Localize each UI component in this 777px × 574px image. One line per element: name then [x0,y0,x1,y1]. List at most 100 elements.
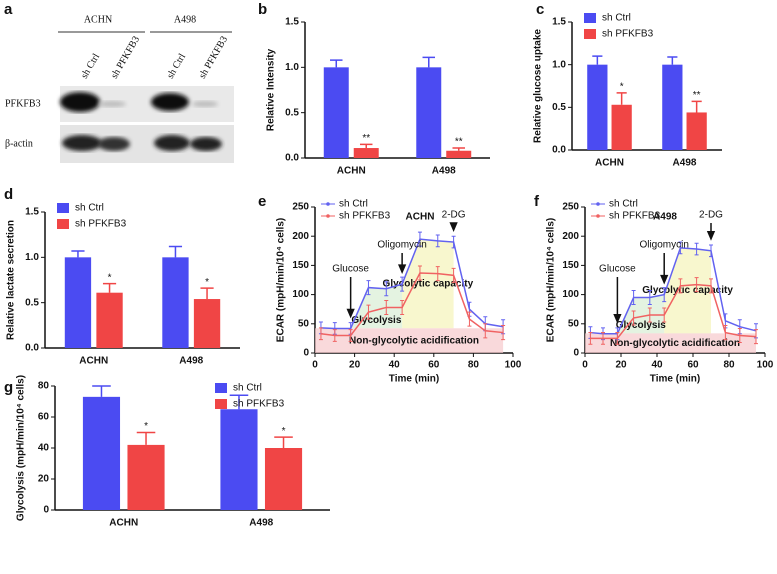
chart-title: ACHN [406,212,435,223]
y-tick-label: 100 [292,289,309,300]
error-bar [631,290,636,306]
x-tick-label: ACHN [79,356,108,367]
y-tick-label: 50 [298,318,310,329]
region [585,333,756,353]
error-bar [318,327,323,341]
bar [64,257,92,348]
lane-label: sh Ctrl [79,52,102,81]
x-axis-title: Time (min) [389,374,439,385]
y-tick-label: 150 [292,260,309,271]
band [190,137,222,151]
legend-label: sh PFKFB3 [602,29,654,40]
x-tick-label: 0 [582,360,588,371]
error-bar [136,431,156,445]
error-bar [723,325,728,341]
x-tick-label: 80 [723,360,735,371]
error-bar [384,281,389,297]
annotation: Oligomycin [639,240,688,251]
y-tick-label: 0 [43,505,49,516]
bar [220,409,258,510]
error-bar [483,323,488,339]
y-tick-label: 200 [562,231,579,242]
error-bar [737,327,742,343]
y-tick-label: 250 [562,202,579,213]
legend-label: sh PFKFB3 [339,211,391,222]
error-bar [422,56,436,68]
y-tick-label: 0.0 [25,343,39,354]
error-bar [451,235,456,249]
panel-letter: b [258,1,267,18]
line [590,283,757,340]
x-tick-label: 40 [651,360,663,371]
error-bar [709,244,713,258]
y-tick-label: 50 [568,318,580,329]
bar [193,299,221,348]
significance-label: * [205,277,209,288]
bar [587,64,608,150]
y-tick-label: 0.0 [552,145,566,156]
legend-swatch [215,383,227,393]
panel-letter: f [534,193,540,210]
annotation: 2-DG [699,210,723,221]
group-label: ACHN [84,14,112,25]
error-bar [709,278,713,294]
lane-label: sh Ctrl [165,52,188,81]
bar [162,257,189,348]
bar [686,112,707,150]
y-tick-label: 250 [292,202,309,213]
y-axis-title: ECAR (mpH/min/10⁴ cells) [546,218,557,342]
error-bar [667,56,678,65]
error-bar [229,394,249,410]
y-tick-label: 60 [38,412,50,423]
error-bar [366,280,371,296]
y-tick-label: 20 [38,474,50,485]
legend-label: sh PFKFB3 [609,211,661,222]
significance-label: * [108,272,112,283]
arrow [397,253,407,274]
x-tick-label: A498 [249,518,273,529]
y-tick-label: 150 [562,260,579,271]
region-label: Glycolytic capacity [642,285,733,296]
band [154,135,190,151]
error-bar [417,231,422,247]
y-tick-label: 0 [573,348,579,359]
y-tick-label: 0 [303,348,309,359]
legend-label: sh Ctrl [602,13,631,24]
bar [96,292,123,348]
legend-swatch [584,13,596,23]
error-bar [400,299,405,315]
panel-letter: a [4,1,13,18]
arrow [449,222,458,232]
significance-label: ** [693,90,701,101]
y-tick-label: 1.0 [552,59,566,70]
annotation: Glucose [599,264,636,275]
error-bar [691,100,702,113]
bar [446,150,472,158]
panel-letter: e [258,193,266,210]
x-tick-label: A498 [179,356,203,367]
error-bar [678,241,683,255]
legend-label: sh PFKFB3 [75,219,127,230]
significance-label: * [282,426,286,437]
row-label: β-actin [5,138,33,149]
error-bar [348,329,353,342]
error-bar [274,436,293,448]
bar [264,448,303,510]
y-tick-label: 200 [292,231,309,242]
chart-panel: d 0.0 0.5 1.0 1.5 Relative lactate secretion A… [4,186,240,367]
bar [127,444,165,510]
band [151,93,189,111]
legend-swatch [596,214,600,218]
legend-swatch [596,202,600,206]
error-bar [647,290,652,306]
error-bar [102,282,117,293]
x-tick-label: ACHN [109,518,138,529]
region-label: Glycolytic capacity [383,278,474,289]
error-bar [467,311,472,327]
error-bar [332,329,337,342]
significance-label: * [144,421,148,432]
chart-panel: b 0.0 0.5 1.0 1.5 Relative Intensity ACHN ** A49… [258,1,490,177]
arrow [346,277,355,319]
